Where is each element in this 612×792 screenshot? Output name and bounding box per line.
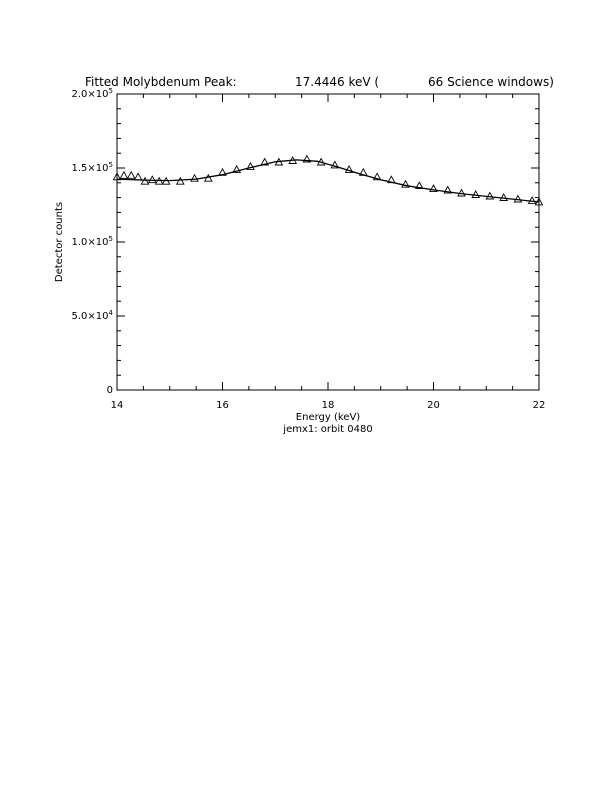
data-point-triangle bbox=[471, 190, 481, 198]
y-tick-exponent: 5 bbox=[109, 161, 113, 169]
data-point-triangle bbox=[203, 173, 213, 182]
data-point-triangle bbox=[190, 173, 199, 182]
y-tick-label: 1.0×105 bbox=[72, 235, 113, 248]
y-tick-mantissa: 1.0×10 bbox=[72, 237, 109, 248]
data-point-triangle bbox=[246, 161, 255, 170]
y-tick-exponent: 5 bbox=[109, 87, 113, 95]
y-tick-label: 0 bbox=[107, 385, 113, 396]
data-point-triangle bbox=[218, 167, 227, 176]
data-point-triangle bbox=[316, 157, 326, 166]
x-tick-label: 22 bbox=[533, 400, 546, 411]
y-tick-label: 5.0×104 bbox=[72, 309, 114, 322]
y-tick-mantissa: 5.0×10 bbox=[72, 311, 109, 322]
data-point-triangle bbox=[260, 157, 270, 166]
x-tick-label: 14 bbox=[111, 400, 124, 411]
x-tick-label: 16 bbox=[216, 400, 229, 411]
y-tick-label: 1.5×105 bbox=[72, 161, 113, 174]
data-point-triangle bbox=[288, 156, 298, 164]
data-point-triangle bbox=[485, 191, 495, 200]
x-axis-label: Energy (keV) bbox=[296, 412, 361, 423]
data-point-triangle bbox=[112, 172, 122, 181]
data-point-triangle bbox=[513, 194, 523, 203]
data-point-triangle bbox=[429, 184, 438, 193]
y-tick-label: 2.0×105 bbox=[72, 87, 113, 100]
chart-subtitle: jemx1: orbit 0480 bbox=[282, 424, 372, 435]
data-point-triangle bbox=[499, 193, 509, 201]
data-point-triangle bbox=[154, 176, 164, 185]
data-point-triangle bbox=[414, 181, 424, 190]
data-points-series bbox=[112, 154, 544, 206]
data-point-triangle bbox=[386, 175, 396, 184]
data-point-triangle bbox=[372, 172, 382, 181]
data-point-triangle bbox=[232, 164, 242, 173]
data-point-triangle bbox=[443, 185, 453, 194]
chart-title: Fitted Molybdenum Peak: 17.4446 keV ( 66… bbox=[85, 75, 554, 89]
data-point-triangle bbox=[274, 157, 284, 166]
data-point-triangle bbox=[344, 164, 354, 173]
data-point-triangle bbox=[358, 167, 368, 176]
title-part-label: Fitted Molybdenum Peak: bbox=[85, 75, 237, 89]
title-part-windows: 66 Science windows) bbox=[428, 75, 554, 89]
x-tick-label: 18 bbox=[322, 400, 335, 411]
data-point-triangle bbox=[401, 179, 410, 188]
data-point-triangle bbox=[126, 170, 136, 179]
y-tick-mantissa: 0 bbox=[107, 385, 113, 396]
model-fit-series bbox=[116, 159, 540, 203]
data-point-triangle bbox=[534, 197, 544, 206]
data-point-triangle bbox=[147, 175, 157, 184]
data-point-triangle bbox=[140, 176, 150, 185]
y-axis-label: Detector counts bbox=[54, 202, 65, 282]
data-point-triangle bbox=[161, 176, 171, 185]
data-point-triangle bbox=[302, 154, 312, 163]
plot-frame bbox=[116, 93, 540, 391]
data-point-triangle bbox=[119, 170, 129, 179]
data-point-triangle bbox=[175, 176, 185, 185]
y-tick-mantissa: 1.5×10 bbox=[72, 163, 109, 174]
data-point-triangle bbox=[527, 196, 537, 204]
model-fit-line bbox=[116, 159, 540, 203]
title-part-energy: 17.4446 keV ( bbox=[295, 75, 379, 89]
data-point-triangle bbox=[133, 172, 143, 181]
x-tick-label: 20 bbox=[427, 400, 440, 411]
data-point-triangle bbox=[330, 160, 340, 169]
y-tick-mantissa: 2.0×10 bbox=[72, 89, 109, 100]
y-tick-exponent: 4 bbox=[109, 309, 114, 317]
y-tick-exponent: 5 bbox=[109, 235, 113, 243]
data-point-triangle bbox=[457, 188, 466, 197]
x-axis: 14 16 18 20 22 bbox=[111, 94, 546, 411]
